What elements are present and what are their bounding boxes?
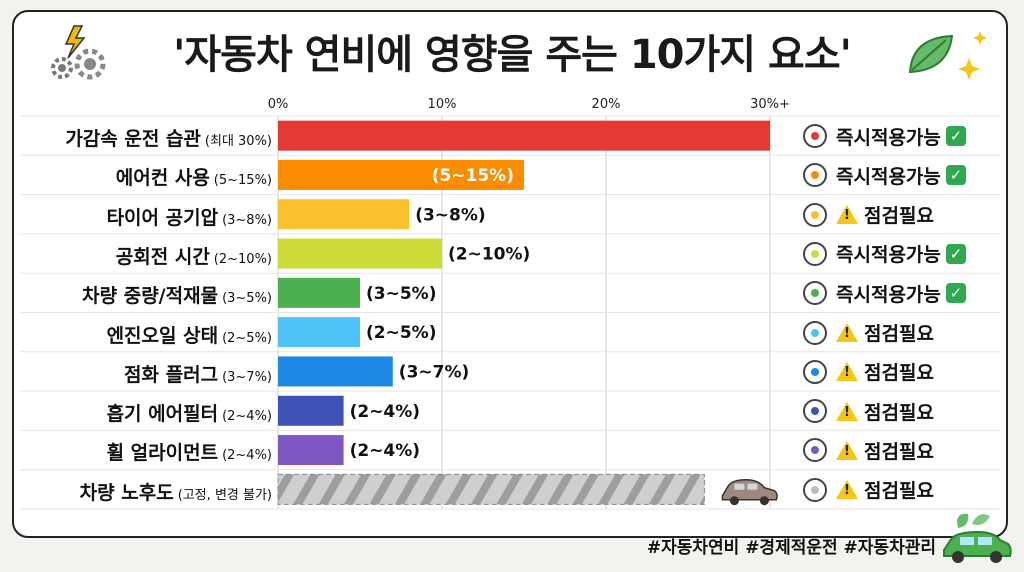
row-label-range: (2~10%): [213, 251, 272, 267]
row-status: 점검필요: [800, 435, 934, 465]
clock-icon: [800, 240, 830, 268]
warning-icon: [836, 480, 858, 500]
x-tick-label: 0%: [268, 97, 289, 112]
row-label-range: (3~5%): [222, 291, 272, 307]
row-label-range: (고정, 변경 불가): [177, 487, 272, 503]
bar: [278, 159, 524, 190]
data-label: (2~4%): [350, 402, 420, 422]
status-text: 점검필요: [864, 440, 934, 463]
status-text: 즉시적용가능: [836, 165, 941, 188]
hashtags: #자동차연비 #경제적운전 #자동차관리: [646, 538, 936, 558]
row-label-range: (3~8%): [222, 212, 272, 228]
row-label-main: 점화 플러그: [124, 363, 219, 386]
oil-drop-icon: [800, 319, 830, 347]
row-label: 에어컨 사용 (5~15%): [20, 163, 272, 190]
row-label-main: 에어컨 사용: [115, 167, 210, 190]
row-label: 공회전 시간 (2~10%): [20, 242, 272, 269]
status-text: 점검필요: [864, 401, 934, 424]
status-text: 점검필요: [864, 323, 934, 345]
checkmark-icon: ✓: [945, 283, 966, 304]
bar: [278, 356, 393, 387]
leaf-icon: [908, 31, 987, 80]
warning-icon: [836, 362, 858, 382]
row-status: 즉시적용가능 ✓: [800, 239, 966, 269]
bar: [278, 120, 770, 151]
row-label: 휠 얼라이먼트 (2~4%): [20, 438, 272, 465]
data-label: (3~8%): [415, 205, 485, 225]
row-label-main: 휠 얼라이먼트: [106, 442, 219, 465]
row-label-range: (5~15%): [213, 173, 272, 189]
row-label: 타이어 공기압 (3~8%): [20, 203, 272, 230]
row-status: 점검필요: [800, 357, 934, 387]
row-label: 차량 중량/적재물 (3~5%): [20, 281, 272, 308]
row-label-main: 가감속 운전 습관: [65, 128, 201, 150]
row-label-range: (2~4%): [222, 448, 272, 464]
row-label: 엔진오일 상태 (2~5%): [20, 321, 272, 348]
row-status: 즉시적용가능 ✓: [800, 121, 966, 151]
row-label-main: 타이어 공기압: [106, 206, 219, 229]
row-label: 차량 노후도 (고정, 변경 불가): [20, 478, 272, 505]
warning-icon: [836, 440, 858, 460]
row-label-main: 엔진오일 상태: [106, 324, 219, 347]
status-text: 점검필요: [864, 205, 934, 228]
row-label-main: 차량 중량/적재물: [82, 285, 219, 308]
row-status: 점검필요: [800, 200, 934, 230]
row-status: 즉시적용가능 ✓: [800, 278, 966, 308]
cargo-box-icon: [800, 279, 830, 307]
status-text: 즉시적용가능: [836, 283, 941, 306]
page-title: '자동차 연비에 영향을 주는 10가지 요소': [173, 32, 852, 78]
bar: [278, 435, 344, 466]
data-label: (3~7%): [399, 362, 469, 382]
air-conditioner-icon: [800, 161, 830, 189]
row-status: 즉시적용가능 ✓: [800, 160, 966, 190]
row-label-main: 흡기 에어필터: [106, 403, 219, 426]
data-label: (5~15%): [432, 166, 514, 186]
bar: [278, 395, 344, 426]
bar: [278, 199, 410, 230]
gears-lightning-icon: [51, 25, 106, 80]
warning-icon: [836, 205, 858, 225]
checkmark-icon: ✓: [945, 243, 966, 264]
x-tick-label: 30%+: [750, 97, 790, 112]
status-text: 즉시적용가능: [836, 126, 941, 149]
checkmark-icon: ✓: [945, 126, 966, 146]
bar: [278, 277, 360, 308]
data-label: (3~5%): [366, 284, 436, 304]
spark-plug-icon: [800, 358, 830, 386]
air-filter-icon: [800, 397, 830, 425]
row-label: 점화 플러그 (3~7%): [20, 360, 272, 387]
row-label-range: (최대 30%): [204, 134, 272, 149]
row-label-main: 차량 노후도: [79, 481, 174, 504]
old-car-icon: [721, 478, 778, 506]
bar: [277, 473, 705, 505]
row-status: 점검필요: [800, 318, 934, 348]
row-status: 점검필요: [800, 396, 934, 426]
row-label-main: 공회전 시간: [115, 245, 210, 268]
x-tick-label: 10%: [428, 97, 457, 112]
fuel-gauge-icon: [800, 122, 830, 150]
row-label-range: (2~4%): [222, 409, 272, 425]
bar: [278, 238, 442, 269]
status-text: 점검필요: [864, 480, 934, 503]
data-label: (2~5%): [366, 323, 436, 343]
warning-icon: [836, 323, 858, 342]
data-label: (2~4%): [350, 441, 420, 461]
status-text: 점검필요: [864, 362, 934, 385]
row-status: 점검필요: [800, 475, 934, 505]
checkmark-icon: ✓: [945, 165, 966, 186]
row-label-range: (3~7%): [222, 369, 272, 385]
row-label-range: (2~5%): [222, 330, 272, 346]
car-icon: [800, 476, 830, 504]
wheel-alignment-icon: [800, 436, 830, 464]
tire-pressure-icon: [800, 201, 830, 229]
bar: [278, 317, 360, 348]
status-text: 즉시적용가능: [836, 244, 941, 267]
row-label: 가감속 운전 습관 (최대 30%): [20, 124, 272, 151]
x-tick-label: 20%: [592, 97, 621, 112]
row-label: 흡기 에어필터 (2~4%): [20, 399, 272, 426]
warning-icon: [836, 401, 858, 421]
data-label: (2~10%): [448, 245, 530, 265]
eco-car-icon: [943, 513, 1012, 563]
